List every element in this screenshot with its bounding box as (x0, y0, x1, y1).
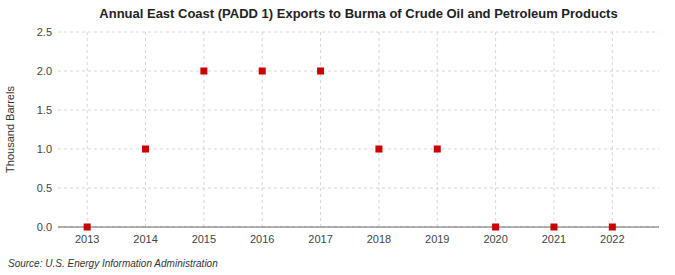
point (434, 146, 441, 153)
x-axis-line (58, 227, 659, 228)
x-grid-line (145, 32, 146, 227)
point (200, 68, 207, 75)
y-grid-line (58, 71, 659, 72)
x-tick-label: 2017 (308, 233, 332, 245)
point (317, 68, 324, 75)
x-tick-label: 2016 (250, 233, 274, 245)
x-tick-label: 2015 (192, 233, 216, 245)
y-grid-line (58, 110, 659, 111)
x-tick-label: 2014 (133, 233, 157, 245)
y-grid-line (58, 32, 659, 33)
point (142, 146, 149, 153)
x-grid-line (262, 32, 263, 227)
point (84, 224, 91, 231)
x-grid-line (378, 32, 379, 227)
title: Annual East Coast (PADD 1) Exports to Bu… (99, 6, 617, 21)
x-grid-line (495, 32, 496, 227)
x-tick-label: 2018 (367, 233, 391, 245)
x-grid-line (612, 32, 613, 227)
point (550, 224, 557, 231)
grid (58, 32, 659, 227)
x-tick-label: 2013 (75, 233, 99, 245)
y-tick-label: 2.0 (37, 65, 52, 77)
point (609, 224, 616, 231)
y-tick-label: 1.0 (37, 143, 52, 155)
y-tick-label: 0.0 (37, 221, 52, 233)
x-grid-line (437, 32, 438, 227)
point (375, 146, 382, 153)
y-tick-label: 1.5 (37, 104, 52, 116)
chart: Annual East Coast (PADD 1) Exports to Bu… (0, 0, 675, 275)
y-grid-line (58, 227, 659, 228)
y-tick-label: 0.5 (37, 182, 52, 194)
point (259, 68, 266, 75)
x-tick-label: 2020 (483, 233, 507, 245)
x-grid-line (87, 32, 88, 227)
x-tick-label: 2022 (600, 233, 624, 245)
y-grid-line (58, 188, 659, 189)
point (492, 224, 499, 231)
x-grid-line (553, 32, 554, 227)
source-note: Source: U.S. Energy Information Administ… (8, 258, 218, 269)
y-axis-label: Thousand Barrels (4, 86, 16, 173)
x-tick-label: 2021 (542, 233, 566, 245)
x-tick-label: 2019 (425, 233, 449, 245)
y-tick-label: 2.5 (37, 26, 52, 38)
points (84, 68, 616, 231)
x-grid-line (203, 32, 204, 227)
x-grid-line (320, 32, 321, 227)
